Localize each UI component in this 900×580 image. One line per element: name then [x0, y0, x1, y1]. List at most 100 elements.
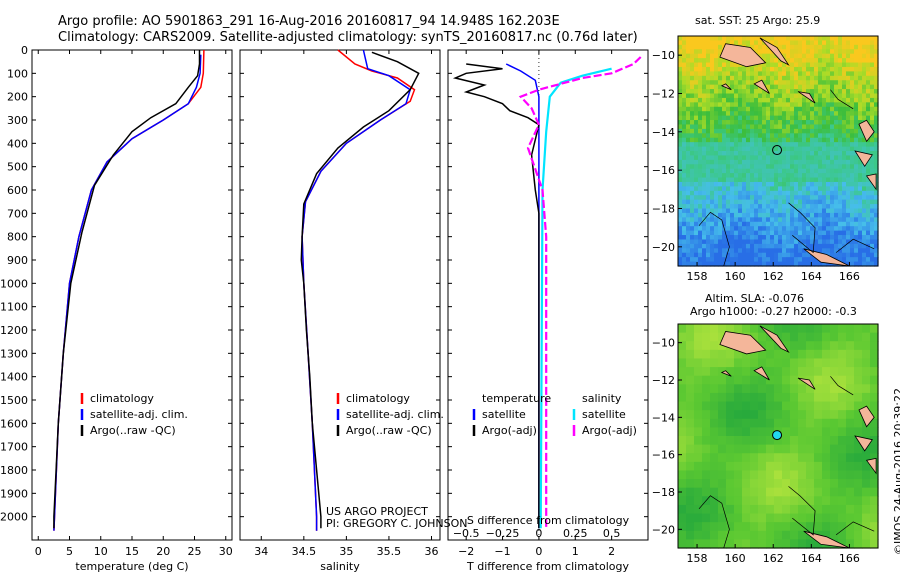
map-cell	[682, 177, 687, 183]
map-cell	[702, 332, 711, 342]
map-cell	[762, 115, 767, 121]
map-cell	[838, 146, 843, 152]
map-cell	[782, 239, 787, 245]
map-cell	[830, 384, 839, 394]
map-cell	[774, 115, 779, 121]
map-cell	[874, 239, 879, 245]
map-cell	[858, 36, 863, 42]
map-cell	[782, 115, 787, 121]
temperature-profile-xtick-label: 0	[35, 545, 42, 558]
map-cell	[818, 164, 823, 170]
map-cell	[810, 111, 815, 117]
map-cell	[762, 230, 767, 236]
map-cell	[874, 230, 879, 236]
map-cell	[758, 181, 763, 187]
map-cell	[718, 418, 727, 428]
map-cell	[746, 221, 751, 227]
map-cell	[678, 71, 683, 77]
map-cell	[802, 142, 807, 148]
map-cell	[874, 89, 879, 95]
map-cell	[826, 53, 831, 59]
map-cell	[814, 168, 819, 174]
map-cell	[694, 375, 703, 385]
difference-profile-xlabel: T difference from climatology	[466, 560, 629, 573]
map-cell	[690, 204, 695, 210]
map-cell	[746, 168, 751, 174]
map-cell	[722, 128, 727, 134]
map-cell	[710, 181, 715, 187]
map-cell	[734, 252, 739, 258]
map-cell	[874, 93, 879, 99]
map-cell	[718, 324, 727, 334]
map-cell	[822, 341, 831, 351]
map-cell	[778, 261, 783, 267]
map-cell	[682, 208, 687, 214]
map-cell	[870, 155, 875, 161]
map-cell	[826, 137, 831, 143]
map-cell	[678, 124, 683, 130]
map-cell	[726, 40, 731, 46]
map-cell	[794, 199, 799, 205]
map-cell	[842, 133, 847, 139]
map-cell	[790, 204, 795, 210]
map-cell	[690, 226, 695, 232]
map-cell	[790, 436, 799, 446]
map-cell	[854, 137, 859, 143]
map-cell	[846, 120, 851, 126]
map-cell	[726, 93, 731, 99]
map-cell	[794, 102, 799, 108]
map-cell	[726, 190, 731, 196]
map-cell	[758, 204, 763, 210]
map-cell	[738, 102, 743, 108]
map-cell	[790, 75, 795, 81]
map-cell	[706, 208, 711, 214]
map-cell	[698, 111, 703, 117]
map-cell	[754, 221, 759, 227]
map-cell	[798, 384, 807, 394]
map-cell	[794, 124, 799, 130]
map-cell	[862, 181, 867, 187]
map-cell	[690, 49, 695, 55]
map-cell	[730, 168, 735, 174]
map-cell	[854, 401, 863, 411]
map-cell	[702, 324, 711, 334]
map-cell	[806, 539, 815, 549]
map-cell	[714, 261, 719, 267]
map-cell	[858, 261, 863, 267]
map-cell	[874, 75, 879, 81]
map-cell	[798, 93, 803, 99]
map-cell	[734, 418, 743, 428]
map-cell	[814, 97, 819, 103]
map-cell	[746, 204, 751, 210]
map-cell	[790, 190, 795, 196]
map-cell	[686, 80, 691, 86]
map-cell	[794, 84, 799, 90]
map-cell	[694, 367, 703, 377]
map-cell	[838, 155, 843, 161]
map-cell	[750, 239, 755, 245]
map-cell	[718, 173, 723, 179]
map-cell	[742, 235, 747, 241]
map-cell	[678, 133, 683, 139]
map-cell	[746, 102, 751, 108]
map-cell	[746, 142, 751, 148]
map-cell	[874, 168, 879, 174]
map-cell	[718, 44, 723, 50]
map-cell	[758, 128, 763, 134]
map-cell	[726, 186, 731, 192]
map-cell	[806, 226, 811, 232]
map-cell	[770, 230, 775, 236]
map-cell	[718, 159, 723, 165]
map-cell	[790, 324, 799, 334]
map-cell	[686, 133, 691, 139]
map-cell	[762, 261, 767, 267]
map-cell	[678, 230, 683, 236]
map-cell	[798, 204, 803, 210]
map-cell	[814, 539, 823, 549]
map-cell	[686, 392, 695, 403]
map-cell	[854, 243, 859, 249]
map-cell	[754, 89, 759, 95]
map-cell	[810, 195, 815, 201]
map-cell	[830, 66, 835, 72]
map-cell	[802, 146, 807, 152]
